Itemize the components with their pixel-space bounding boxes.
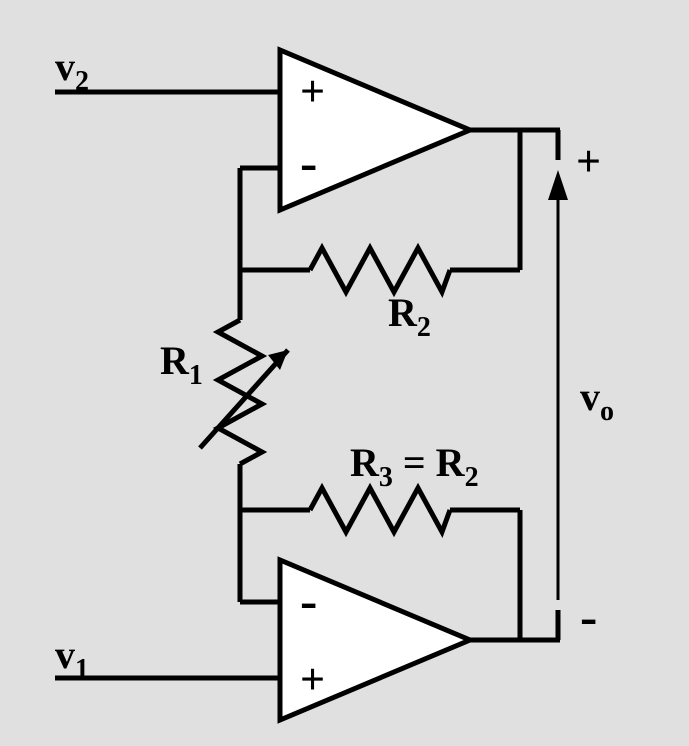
opamp-bottom-plus: + bbox=[300, 655, 325, 704]
opamp-top-plus: + bbox=[300, 67, 325, 116]
opamp-bottom-minus: - bbox=[300, 573, 317, 630]
vo-minus-sign: - bbox=[580, 589, 597, 646]
circuit-diagram: + - - + + - v2 bbox=[0, 0, 689, 746]
opamp-top-minus: - bbox=[300, 135, 317, 192]
vo-plus-sign: + bbox=[576, 137, 601, 186]
